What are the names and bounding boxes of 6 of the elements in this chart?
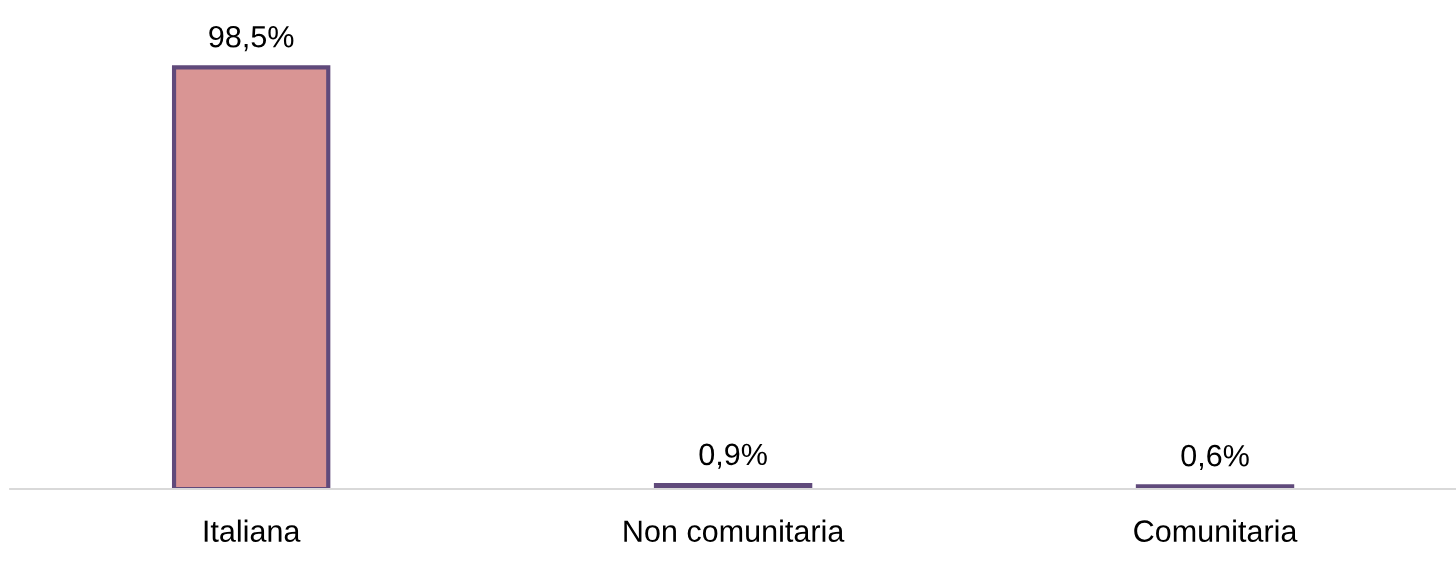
data-label: 0,9% [699, 443, 767, 469]
x-tick-label: Italiana [204, 519, 301, 542]
data-label: 98,5% [209, 25, 294, 52]
data-label: 0,6% [1181, 444, 1249, 471]
x-tick-label: Comunitaria [1134, 519, 1298, 542]
x-tick-label: Non comunitaria [624, 519, 845, 542]
